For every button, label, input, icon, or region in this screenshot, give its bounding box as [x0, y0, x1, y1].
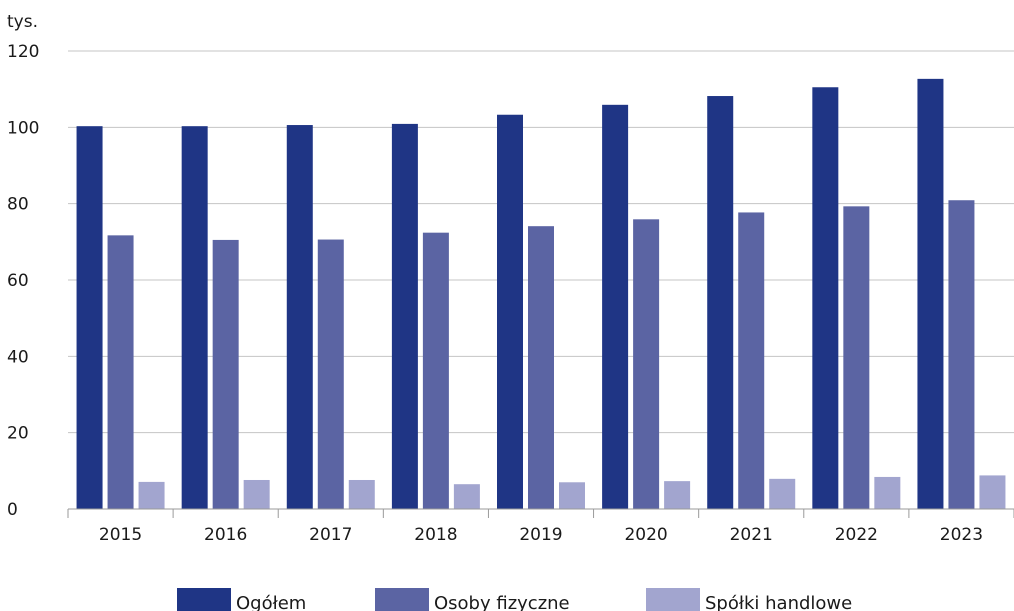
- x-tick-label: 2018: [414, 525, 457, 545]
- y-tick-label: 60: [7, 271, 29, 291]
- legend-label: Osoby fizyczne: [434, 593, 570, 611]
- y-tick-label: 100: [7, 118, 39, 138]
- legend-swatch: [646, 588, 700, 611]
- bar-persons: [528, 226, 554, 509]
- x-tick-label: 2016: [204, 525, 247, 545]
- legend-swatch: [177, 588, 231, 611]
- legend-swatch: [375, 588, 429, 611]
- x-tick-label: 2019: [519, 525, 562, 545]
- bar-companies: [348, 479, 375, 509]
- legend-label: Ogółem: [236, 593, 306, 611]
- x-tick-label: 2017: [309, 525, 352, 545]
- bar-total: [181, 126, 208, 510]
- bars: [76, 78, 1006, 510]
- bar-total: [391, 123, 418, 510]
- bar-companies: [559, 482, 585, 509]
- y-tick-label: 20: [7, 424, 29, 444]
- x-tick-label: 2015: [99, 525, 142, 545]
- bar-total: [707, 96, 734, 509]
- bar-total: [917, 78, 944, 509]
- bar-companies: [453, 484, 480, 509]
- bar-persons: [633, 219, 660, 509]
- x-tick-label: 2021: [730, 525, 773, 545]
- x-tick-label: 2023: [940, 525, 983, 545]
- x-tick-label: 2020: [624, 525, 667, 545]
- bar-persons: [317, 239, 344, 509]
- bar-companies: [979, 475, 1006, 509]
- legend: Ogółem Osoby fizyczne Spółki handlowe: [177, 588, 852, 611]
- bar-total: [497, 114, 523, 509]
- bar-companies: [874, 476, 901, 509]
- y-tick-label: 0: [7, 500, 18, 520]
- y-axis-ticks: 0 20 40 60 80 100 120: [7, 42, 39, 520]
- bar-persons: [107, 235, 134, 509]
- legend-label: Spółki handlowe: [705, 593, 852, 611]
- y-tick-label: 120: [7, 42, 39, 62]
- x-axis-ticks: 2015 2016 2017 2018 2019 2020 2021 2022 2023: [67, 509, 1014, 545]
- bar-persons: [948, 200, 975, 509]
- bar-companies: [769, 478, 796, 509]
- x-tick-label: 2022: [835, 525, 878, 545]
- bar-persons: [422, 232, 449, 509]
- bar-total: [602, 104, 629, 509]
- y-unit-label: tys.: [7, 12, 38, 32]
- y-tick-label: 80: [7, 195, 29, 215]
- bar-companies: [664, 481, 691, 509]
- y-tick-label: 40: [7, 347, 29, 367]
- bar-persons: [738, 212, 765, 509]
- bar-persons: [212, 239, 239, 510]
- bar-total: [812, 87, 839, 509]
- bar-persons: [843, 206, 870, 510]
- bar-companies: [138, 481, 165, 509]
- bar-total: [76, 126, 103, 510]
- bar-companies: [243, 479, 270, 509]
- bar-total: [286, 125, 313, 509]
